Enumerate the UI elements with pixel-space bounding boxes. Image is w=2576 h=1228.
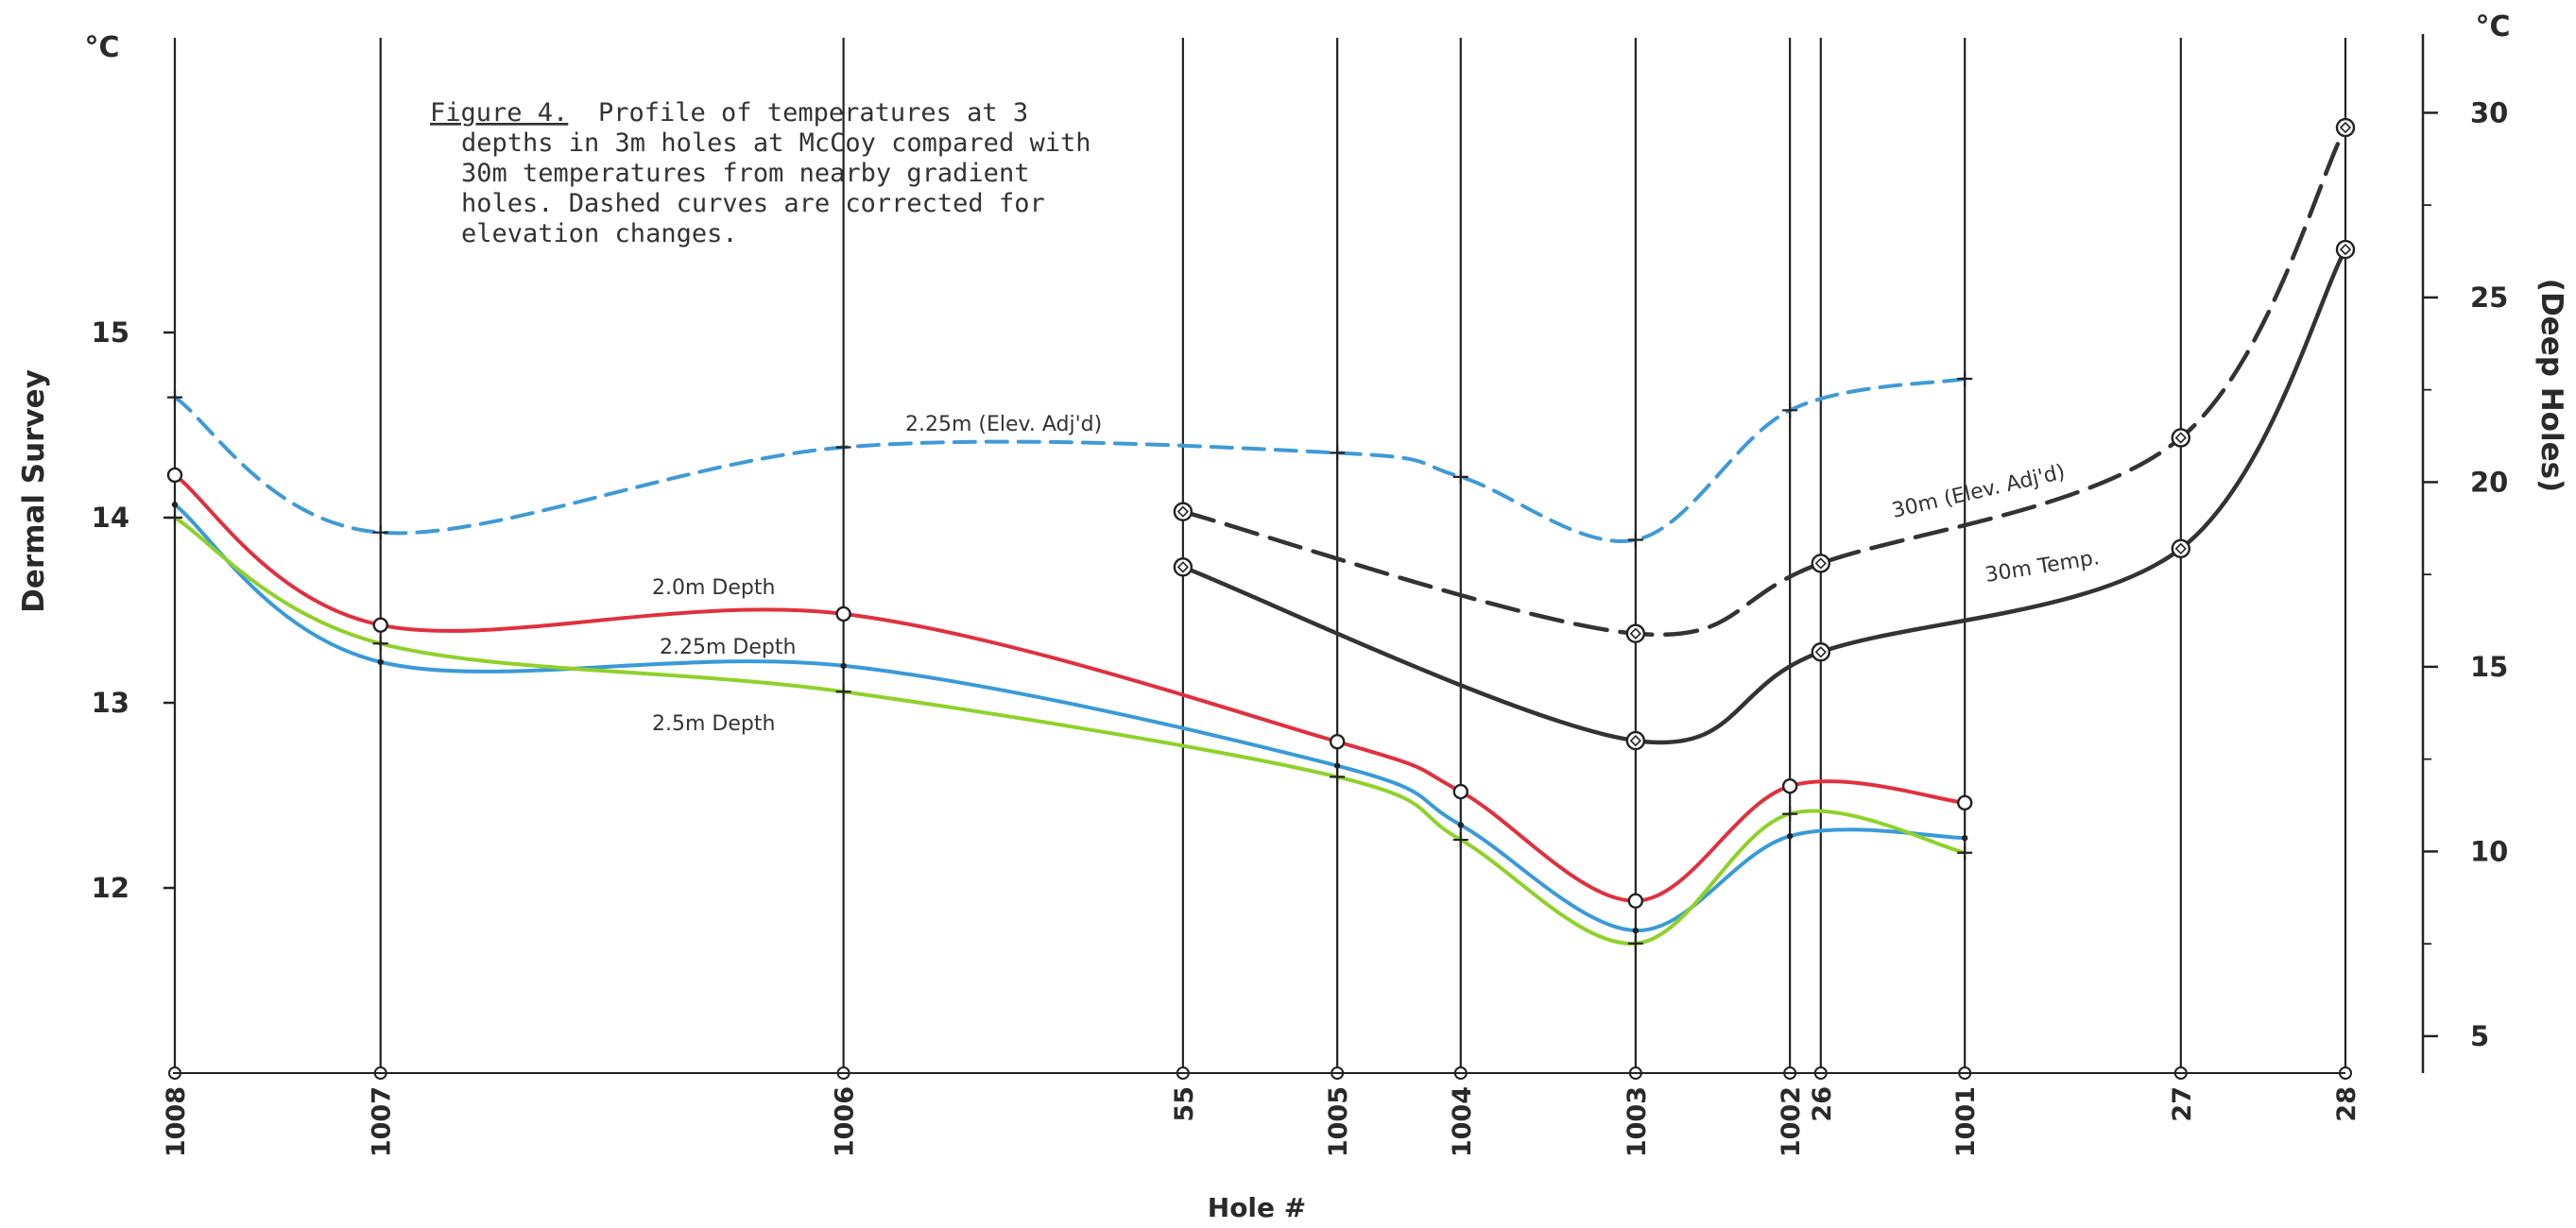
- data-point-2-25m-depth-1001: [1962, 834, 1968, 842]
- data-point-30m-temp-55: [1173, 557, 1194, 577]
- data-point-30m-elev-adj-d-27: [2171, 428, 2191, 448]
- data-point-2-0m-depth-1007: [372, 617, 388, 633]
- data-point-2-0m-depth-1001: [1957, 794, 1973, 811]
- y-right-tick-label-10: 10: [2470, 835, 2508, 867]
- data-point-2-5m-depth-1004: [1452, 832, 1468, 848]
- data-point-2-0m-depth-1003: [1627, 893, 1644, 909]
- series-label-2-25m-elev-adj: 2.25m (Elev. Adj'd): [905, 413, 1102, 436]
- data-point-2-25m-elev-adj-d-1007: [372, 524, 388, 540]
- y-right-tick-label-15: 15: [2470, 651, 2508, 683]
- data-point-2-5m-depth-1003: [1627, 935, 1643, 951]
- x-tick-label-28: 28: [2332, 1086, 2361, 1122]
- data-point-2-25m-depth-1004: [1457, 822, 1464, 828]
- data-point-2-25m-depth-1005: [1333, 762, 1341, 769]
- hole-gridlines: [168, 38, 2352, 1080]
- series-label-2-25m-depth: 2.25m Depth: [660, 636, 796, 659]
- y-right-tick-label-20: 20: [2470, 466, 2508, 498]
- data-point-2-0m-depth-1006: [835, 605, 851, 623]
- y-right-tick-label-30: 30: [2470, 96, 2508, 128]
- data-point-2-25m-elev-adj-d-1002: [1782, 402, 1798, 418]
- x-tick-label-1006: 1006: [831, 1086, 860, 1157]
- series-label-2-0m-depth: 2.0m Depth: [652, 576, 775, 600]
- data-point-2-25m-depth-1002: [1786, 832, 1794, 840]
- left-unit-label: °C: [84, 31, 119, 64]
- data-point-2-25m-elev-adj-d-1005: [1330, 445, 1346, 461]
- x-axis-title: Hole #: [1208, 1192, 1306, 1223]
- right-axis-title: (Deep Holes): [2534, 279, 2568, 492]
- data-point-30m-elev-adj-d-26: [1811, 554, 1831, 573]
- data-point-2-0m-depth-1002: [1781, 778, 1798, 794]
- data-point-30m-elev-adj-d-28: [2335, 117, 2356, 138]
- data-point-30m-temp-1003: [1625, 730, 1646, 751]
- y-left-tick-label-15: 15: [92, 316, 129, 349]
- y-left-tick-label-13: 13: [92, 687, 129, 719]
- data-point-2-0m-depth-1005: [1329, 733, 1346, 750]
- data-point-2-25m-depth-1007: [377, 658, 384, 666]
- data-point-30m-elev-adj-d-55: [1173, 502, 1194, 521]
- data-point-2-5m-depth-1007: [372, 636, 388, 652]
- data-point-30m-temp-28: [2335, 239, 2356, 260]
- x-tick-label-1001: 1001: [1951, 1086, 1981, 1157]
- x-tick-label-26: 26: [1808, 1086, 1837, 1122]
- x-tick-label-1005: 1005: [1324, 1086, 1353, 1157]
- caption-line-3: 30m temperatures from nearby gradient: [461, 159, 1029, 188]
- data-point-2-25m-depth-1003: [1632, 927, 1640, 934]
- caption-line-5: elevation changes.: [461, 219, 738, 248]
- series-label-2-5m-depth: 2.5m Depth: [652, 712, 775, 736]
- data-point-2-5m-depth-1001: [1957, 844, 1973, 861]
- right-unit-label: °C: [2475, 10, 2510, 43]
- data-point-2-5m-depth-1005: [1330, 769, 1346, 785]
- y-right-tick-label-25: 25: [2470, 281, 2508, 314]
- x-tick-label-1003: 1003: [1623, 1086, 1652, 1157]
- caption-line-1: Profile of temperatures at 3: [598, 98, 1028, 128]
- y-left-tick-label-12: 12: [92, 872, 129, 904]
- series-line-2-25m-depth: [173, 503, 1967, 933]
- data-point-30m-temp-26: [1811, 642, 1831, 662]
- data-point-2-25m-elev-adj-d-1003: [1627, 532, 1643, 548]
- series-line-30m-elev-adj-d: [1180, 125, 2348, 637]
- figure-caption: Figure 4. Profile of temperatures at 3 d…: [430, 98, 1091, 248]
- data-point-2-25m-elev-adj-d-1004: [1452, 469, 1468, 485]
- data-point-2-5m-depth-1008: [167, 510, 182, 525]
- data-point-2-5m-depth-1006: [835, 684, 851, 700]
- x-tick-label-1004: 1004: [1448, 1086, 1477, 1157]
- left-axis-title: Dermal Survey: [17, 369, 51, 613]
- caption-line-2: depths in 3m holes at McCoy compared wit…: [461, 128, 1091, 158]
- caption-fig-label: Figure 4.: [430, 98, 568, 128]
- x-tick-label-1002: 1002: [1777, 1086, 1806, 1157]
- x-tick-label-1007: 1007: [368, 1086, 397, 1157]
- x-tick-label-55: 55: [1170, 1086, 1199, 1122]
- x-tick-label-27: 27: [2168, 1086, 2197, 1122]
- x-tick-label-1008: 1008: [162, 1086, 191, 1157]
- y-right-tick-label-5: 5: [2470, 1020, 2489, 1052]
- data-point-2-0m-depth-1008: [166, 467, 183, 484]
- data-point-2-25m-elev-adj-d-1008: [167, 389, 182, 405]
- axes: 1008 1007 1006 55 1005 1004 1003 1002 26 1001 27 28…: [92, 34, 2508, 1157]
- data-point-30m-temp-27: [2171, 538, 2191, 558]
- data-point-2-25m-depth-1008: [171, 502, 179, 508]
- data-point-2-25m-elev-adj-d-1006: [835, 439, 851, 455]
- data-point-30m-elev-adj-d-1003: [1625, 623, 1646, 643]
- data-markers: [166, 117, 2356, 951]
- data-point-2-25m-elev-adj-d-1001: [1957, 371, 1973, 386]
- data-point-2-0m-depth-1004: [1452, 783, 1468, 800]
- data-point-2-5m-depth-1002: [1782, 806, 1798, 822]
- y-left-tick-label-14: 14: [92, 502, 129, 534]
- data-point-2-25m-depth-1006: [840, 662, 847, 669]
- caption-line-4: holes. Dashed curves are corrected for: [461, 189, 1045, 218]
